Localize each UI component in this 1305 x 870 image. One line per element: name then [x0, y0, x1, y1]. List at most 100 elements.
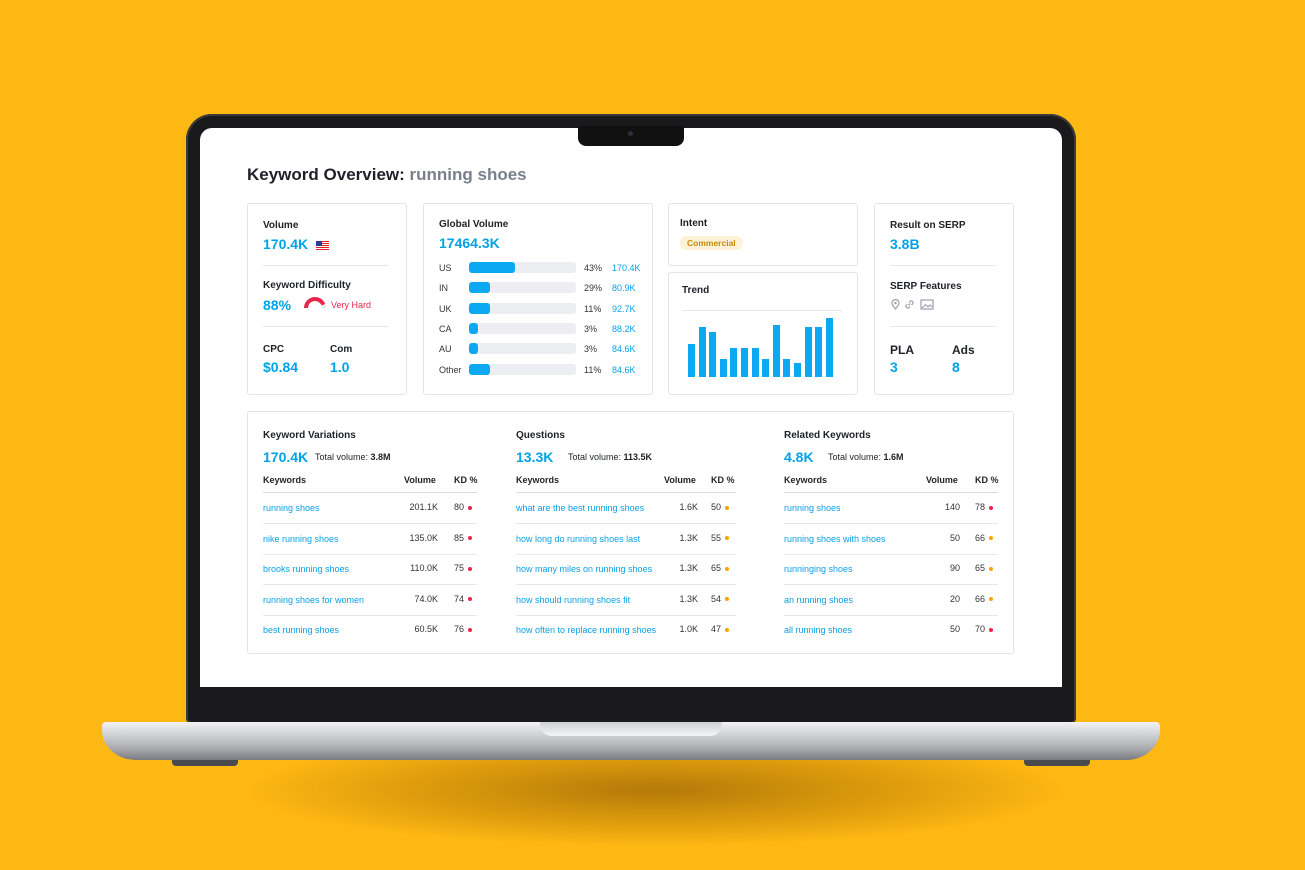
page-title-prefix: Keyword Overview: [247, 165, 405, 184]
keyword-link[interactable]: how long do running shoes last [516, 533, 641, 544]
serp-features-label: SERP Features [890, 281, 962, 292]
column-header-kd: KD % [454, 475, 478, 485]
keyword-kd: 65 [711, 563, 730, 574]
keyword-link[interactable]: all running shoes [784, 625, 853, 636]
keyword-link[interactable]: running shoes for women [263, 594, 365, 605]
keyword-link[interactable]: running shoes [263, 503, 320, 513]
keyword-link[interactable]: how should running shoes fit [516, 594, 631, 605]
keyword-link[interactable]: what are the best running shoes [516, 503, 645, 513]
kd-dot-icon [725, 566, 730, 571]
kd-value: 50 [711, 502, 722, 512]
keyword-kd: 65 [975, 563, 994, 573]
keyword-link[interactable]: running shoes with shoes [784, 533, 886, 544]
trend-bar [719, 359, 727, 377]
table-title: Questions [516, 430, 565, 441]
trend-bar [688, 344, 695, 377]
keyword-link[interactable]: brooks running shoes [263, 564, 350, 575]
serp-result-value: 3.8B [890, 236, 920, 252]
total-volume-label: Total volume: [315, 452, 371, 462]
country-volume-link[interactable]: 88.2K [612, 323, 636, 334]
total-volume-value: 1.6M [883, 452, 904, 462]
column-header-volume: Volume [926, 475, 958, 485]
total-volume: Total volume: 113.5K [568, 452, 652, 462]
kd-dot-icon [989, 628, 994, 633]
kd-dot-icon [725, 536, 730, 541]
country-label: AU [439, 344, 452, 355]
kd-dot-icon [468, 566, 473, 571]
keyword-volume: 20 [949, 593, 960, 604]
table-row-divider [263, 553, 477, 555]
us-flag-icon [316, 240, 330, 250]
kd-value: 65 [711, 563, 722, 574]
kd-dot-icon [468, 505, 473, 510]
link-icon[interactable] [904, 299, 915, 310]
column-header-keywords: Keywords [784, 475, 828, 485]
kd-dot-icon [468, 628, 473, 633]
pla-label: PLA [890, 343, 914, 357]
kd-value: 47 [711, 624, 722, 635]
keyword-kd: 76 [454, 624, 473, 634]
table-row-divider [516, 553, 736, 555]
country-percent: 29% [584, 283, 603, 294]
ads-label: Ads [952, 343, 975, 357]
column-header-volume: Volume [664, 475, 696, 485]
trend-bar [804, 327, 812, 377]
trend-bar [794, 363, 801, 377]
trend-bar [709, 332, 717, 377]
map-pin-icon[interactable] [891, 299, 900, 310]
total-volume: Total volume: 1.6M [828, 452, 904, 462]
keyword-link[interactable]: how often to replace running shoes [516, 625, 657, 636]
global-volume-card [423, 203, 653, 395]
keyword-volume: 201.1K [409, 502, 438, 512]
keyword-difficulty-value: 88% [263, 297, 292, 313]
table-header-divider [263, 492, 477, 493]
camera-notch [578, 126, 684, 146]
keyword-link[interactable]: running shoes [784, 503, 841, 513]
country-percent: 3% [584, 344, 598, 355]
keyword-link[interactable]: best running shoes [263, 625, 340, 636]
country-volume-link[interactable]: 80.9K [612, 283, 636, 294]
country-volume-link[interactable]: 84.6K [612, 344, 636, 355]
pla-value: 3 [890, 359, 898, 375]
keyword-kd: 47 [711, 624, 730, 635]
page-title-keyword: running shoes [409, 165, 527, 184]
keyword-volume: 90 [949, 563, 960, 574]
keyword-kd: 70 [975, 624, 994, 634]
keyword-link[interactable]: an running shoes [784, 594, 854, 605]
table-row-divider [516, 523, 736, 524]
table-count: 4.8K [784, 449, 814, 465]
total-volume-label: Total volume: [568, 452, 624, 462]
column-header-kd: KD % [975, 475, 999, 485]
country-percent: 11% [584, 303, 602, 314]
keyword-kd: 66 [975, 533, 994, 543]
country-percent: 3% [584, 323, 598, 334]
keyword-link[interactable]: runninging shoes [784, 564, 853, 575]
total-volume-value: 113.5K [623, 452, 653, 462]
country-volume-link[interactable]: 92.7K [612, 303, 636, 314]
keyword-kd: 78 [975, 502, 994, 512]
keyword-volume: 1.6K [679, 502, 698, 512]
ads-value: 8 [952, 359, 960, 375]
keyword-link[interactable]: nike running shoes [263, 533, 339, 544]
column-header-keywords: Keywords [263, 475, 307, 485]
intent-label: Intent [680, 218, 708, 229]
kd-value: 78 [975, 502, 986, 512]
keyword-link[interactable]: how many miles on running shoes [516, 564, 653, 575]
volume-bar-fill [469, 282, 490, 294]
table-row-divider [784, 553, 998, 555]
volume-bar-fill [469, 262, 515, 273]
table-row-divider [784, 523, 998, 524]
divider [263, 265, 389, 266]
volume-bar-track [469, 343, 576, 355]
image-icon[interactable] [920, 299, 934, 310]
table-title: Related Keywords [784, 430, 871, 441]
kd-value: 85 [454, 532, 465, 543]
table-row-divider [263, 614, 477, 616]
keyword-volume: 1.3K [679, 563, 698, 574]
volume-card [247, 203, 407, 395]
country-volume-link[interactable]: 84.6K [612, 364, 636, 375]
serp-card [874, 203, 1014, 395]
country-volume-link[interactable]: 170.4K [612, 263, 641, 273]
country-label: Other [439, 364, 462, 375]
